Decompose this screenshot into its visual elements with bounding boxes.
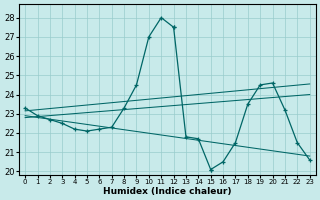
X-axis label: Humidex (Indice chaleur): Humidex (Indice chaleur) [103,187,232,196]
